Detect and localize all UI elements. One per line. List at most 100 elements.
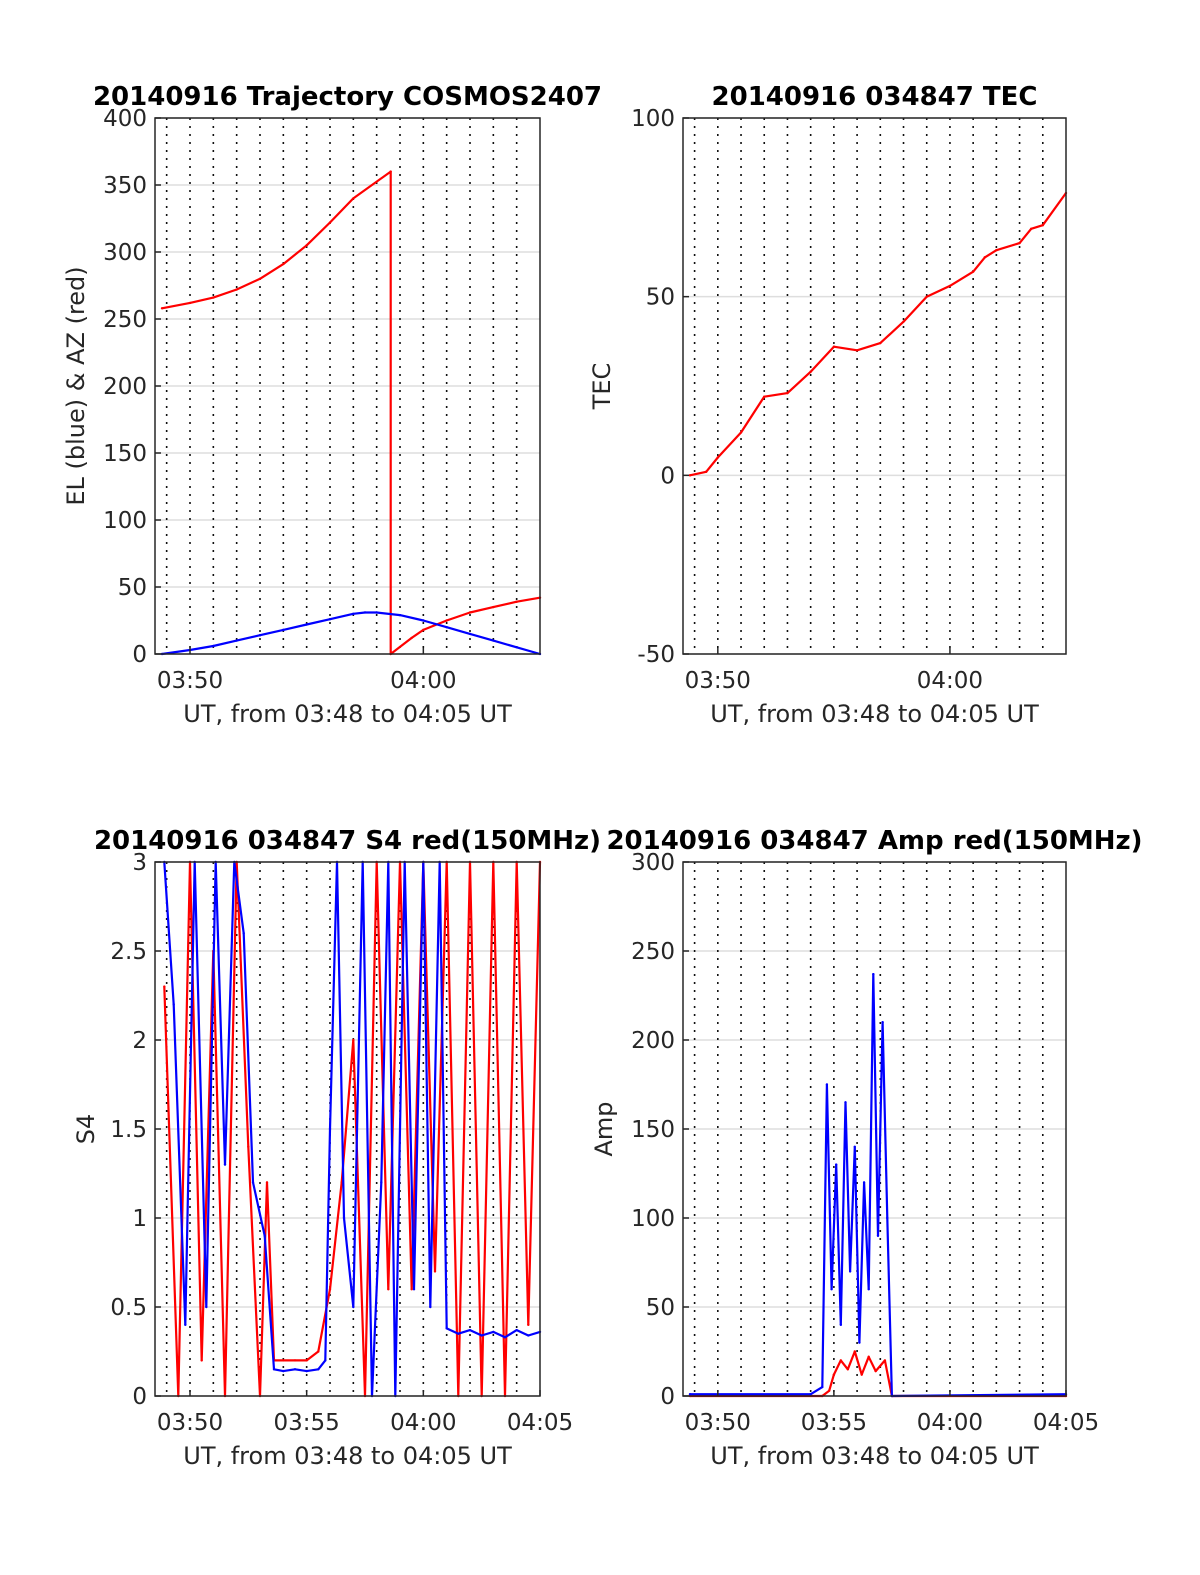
series-line [161,170,541,656]
data-point [235,288,238,291]
chart-title: 20140916 034847 TEC [712,82,1038,112]
data-point [867,1355,870,1359]
data-point [825,1083,829,1086]
data-point [867,1288,870,1291]
chart-panel-4: 0 50 100 150 200 250 300 03:50 03:55 04:00 04:05 UT… [590,826,1143,1470]
y-tick-label: 300 [103,240,147,266]
y-tick-label: 0 [132,1384,147,1410]
x-tick-label: 03:50 [685,1410,751,1436]
y-tick-label: 200 [103,374,147,400]
data-point [305,1369,308,1373]
y-tick-label: 100 [103,508,147,534]
data-point [422,619,425,622]
data-point [763,395,766,398]
data-point [205,1305,208,1309]
data-point [324,1359,327,1362]
y-tick-label: 1.5 [110,1117,147,1143]
data-point [305,244,308,247]
data-point [830,1288,833,1291]
data-point [855,349,859,352]
data-point [163,985,166,988]
data-point [389,170,392,173]
data-point [398,613,402,617]
y-tick-label: -50 [637,642,675,668]
data-point [188,301,192,305]
x-tick-label: 04:00 [390,668,456,694]
data-point [422,628,425,632]
data-point [902,320,905,323]
x-tick-label: 04:05 [507,1410,573,1436]
data-point [862,1181,866,1184]
y-tick-label: 100 [631,106,675,132]
data-point [258,277,262,280]
data-point [293,1359,297,1362]
data-point [363,611,367,614]
y-tick-label: 150 [631,1117,675,1143]
data-point [925,295,928,298]
data-point [317,1350,320,1353]
data-point [429,1305,432,1309]
x-tick-label: 03:50 [157,668,223,694]
data-point [265,1181,269,1184]
data-point [846,1368,850,1371]
data-point [375,611,378,614]
data-point [853,1350,856,1353]
data-point [352,1038,355,1042]
y-tick-label: 50 [646,285,675,311]
x-tick-label: 03:50 [157,1410,223,1436]
x-tick-label: 04:00 [390,1410,456,1436]
series-1 [160,170,542,656]
chart-title: 20140916 034847 S4 red(150MHz) [94,826,601,856]
chart-panel-3: 0 0.5 1 1.5 2 2.5 3 03:50 03:55 04:00 04:05 UT, fro… [72,826,601,1470]
data-point [821,1385,824,1389]
data-point [971,270,975,273]
x-axis-label: UT, from 03:48 to 04:05 UT [183,700,512,728]
y-tick-label: 350 [103,173,147,199]
data-point [282,628,285,632]
data-point [212,296,215,299]
data-point [835,1163,838,1166]
data-point [853,1145,856,1149]
data-point [705,470,708,473]
data-point [492,1330,495,1334]
data-point [1041,224,1044,227]
series-line [163,860,542,1398]
chart-panel-2: -50 0 50 100 03:50 04:00 UT, from 03:48 to 04:… [588,82,1068,728]
y-tick-label: 1 [132,1206,147,1232]
data-point [305,623,308,626]
data-point [503,1336,507,1339]
data-point [492,605,495,609]
x-axis-label: UT, from 03:48 to 04:05 UT [710,1442,1039,1470]
data-point [688,474,692,477]
y-axis-label: TEC [588,363,616,411]
data-point [879,341,882,345]
data-point [184,1323,187,1327]
data-point [160,307,164,310]
data-point [223,1163,227,1166]
data-point [412,1288,416,1291]
series-2 [688,972,1068,1398]
y-tick-label: 100 [631,1206,675,1232]
data-point [235,639,238,642]
data-point [1018,241,1021,245]
data-point [527,1323,530,1327]
data-point [844,1101,847,1104]
data-point [352,612,355,615]
data-point [172,1003,175,1006]
x-axis-label: UT, from 03:48 to 04:05 UT [710,700,1039,728]
data-point [242,932,245,935]
data-point [872,972,875,976]
y-tick-label: 0 [660,463,675,489]
data-point [832,1373,836,1376]
data-point [352,1305,355,1309]
y-tick-label: 2 [132,1028,147,1054]
data-point [480,1334,483,1337]
x-tick-label: 03:55 [801,1410,867,1436]
data-point [328,1288,332,1291]
data-point [380,1181,383,1184]
data-point [342,1216,346,1220]
y-tick-label: 0 [660,1384,675,1410]
series-line [163,860,541,1398]
x-tick-label: 03:50 [685,668,751,694]
chart-title: 20140916 034847 Amp red(150MHz) [606,826,1142,856]
